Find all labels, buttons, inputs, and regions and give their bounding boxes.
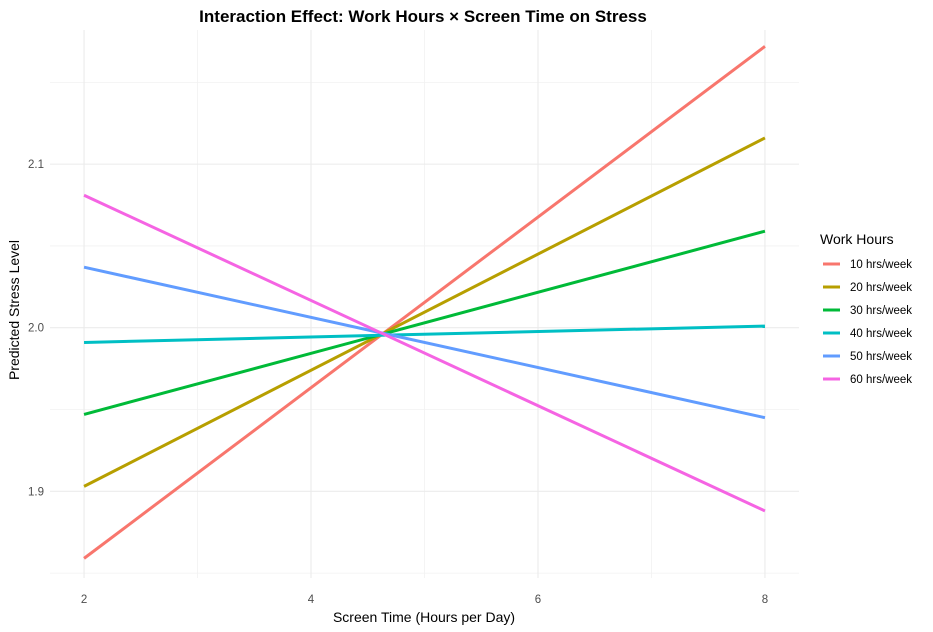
series-line: [83, 229, 766, 416]
x-tick-label: 4: [308, 594, 315, 606]
y-tick-label: 1.9: [28, 486, 44, 498]
y-tick-label: 2.1: [28, 159, 44, 171]
series-line: [84, 324, 765, 344]
y-axis-title: Predicted Stress Level: [6, 240, 22, 380]
series-line: [83, 265, 766, 420]
legend-label: 10 hrs/week: [850, 259, 912, 271]
y-axis-ticks: 1.9 2.0 2.1: [28, 159, 44, 498]
x-axis-title: Screen Time (Hours per Day): [333, 609, 515, 625]
legend-label: 20 hrs/week: [850, 282, 912, 294]
x-tick-label: 2: [81, 594, 87, 606]
series-line: [83, 45, 766, 560]
y-tick-label: 2.0: [28, 323, 44, 335]
series-line: [83, 193, 766, 513]
series-lines: [83, 45, 766, 560]
legend-label: 60 hrs/week: [850, 374, 912, 386]
x-tick-label: 6: [535, 594, 541, 606]
legend-label: 40 hrs/week: [850, 328, 912, 340]
legend-label: 30 hrs/week: [850, 305, 912, 317]
legend: Work Hours 10 hrs/week 20 hrs/week 30 hrs/…: [820, 231, 912, 386]
x-tick-label: 8: [762, 594, 768, 606]
series-line: [83, 136, 766, 488]
x-axis-ticks: 2 4 6 8: [81, 594, 768, 606]
legend-title: Work Hours: [820, 231, 894, 247]
chart-title: Interaction Effect: Work Hours × Screen …: [199, 7, 647, 26]
legend-label: 50 hrs/week: [850, 351, 912, 363]
